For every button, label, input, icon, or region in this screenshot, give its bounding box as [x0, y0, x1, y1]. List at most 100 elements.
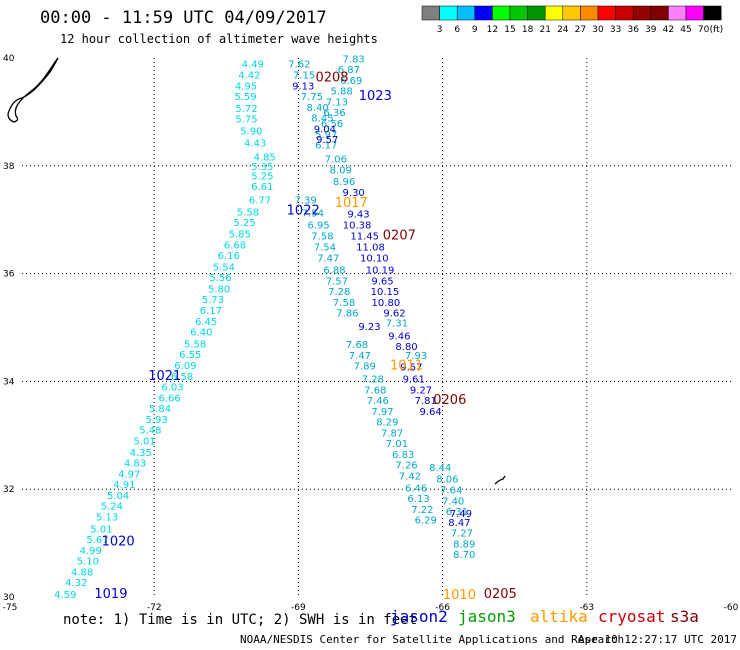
wave-height-label: 5.59	[234, 92, 256, 103]
wave-height-label: 5.56	[209, 273, 231, 284]
wave-height-label: 6.45	[195, 317, 217, 328]
wave-height-label: 8.44	[429, 463, 451, 474]
wave-height-label: 8.47	[448, 518, 470, 529]
color-scale-label: 18	[522, 25, 534, 35]
color-swatch	[527, 5, 546, 21]
color-scale-label: 45	[680, 25, 691, 35]
wave-height-label: 11.08	[356, 242, 385, 253]
wave-height-label: 9.64	[419, 407, 441, 418]
wave-height-label: 10.15	[371, 287, 400, 298]
wave-height-label: 7.49	[450, 509, 472, 520]
latitude-tick-label: 34	[3, 377, 15, 387]
wave-height-label: 4.59	[54, 590, 76, 601]
wave-height-label: 7.86	[336, 309, 358, 320]
wave-height-label: 6.87	[338, 65, 360, 76]
wave-height-label: 9.46	[388, 331, 410, 342]
track-cyan-ascending: 7.627.157.758.408.457.068.098.967.397.54…	[288, 54, 475, 561]
wave-height-label: 5.58	[237, 207, 259, 218]
color-scale-label: 70	[698, 25, 710, 35]
wave-height-label: 7.68	[364, 385, 386, 396]
wave-height-label: 6.56	[321, 119, 343, 130]
wave-height-label: 7.58	[333, 298, 355, 309]
wave-height-label: 4.85	[254, 152, 276, 163]
color-scale-label: 33	[610, 25, 621, 35]
wave-height-label: 4.88	[71, 567, 93, 578]
wave-height-label: 6.16	[218, 251, 240, 262]
color-scale-label: 24	[557, 25, 569, 35]
wave-height-label: 5.67	[86, 535, 108, 546]
track-blue-jason2: 9.139.049.579.309.4310.3811.4511.0810.10…	[292, 81, 472, 529]
wave-height-label: 6.66	[158, 393, 180, 404]
wave-height-label: 6.13	[407, 494, 429, 505]
wave-height-label: 6.46	[405, 483, 427, 494]
wave-height-label: 4.83	[124, 459, 146, 470]
footnote: note: 1) Time is in UTC; 2) SWH is in fe…	[63, 612, 418, 628]
wave-height-label: 7.83	[343, 54, 365, 65]
color-swatch	[509, 5, 528, 21]
wave-height-label: 5.72	[235, 104, 257, 115]
wave-height-label: 6.58	[171, 372, 193, 383]
wave-height-label: 9.04	[314, 124, 336, 135]
wave-height-label: 9.57	[400, 363, 422, 374]
wave-height-label: 5.04	[107, 491, 129, 502]
color-scale-unit: (ft)	[710, 25, 724, 35]
wave-height-label: 4.91	[113, 480, 135, 491]
wave-height-label: 9.65	[371, 276, 393, 287]
wave-height-label: 8.96	[333, 177, 355, 188]
satellite-legend-s3a: s3a	[670, 607, 699, 626]
wave-height-label: 8.45	[311, 114, 333, 125]
wave-height-label: 5.24	[101, 502, 123, 513]
wave-height-label: 7.75	[301, 92, 323, 103]
latitude-tick-label: 32	[3, 485, 14, 495]
longitude-tick-label: -66	[435, 603, 450, 613]
wave-height-label: 4.99	[80, 546, 102, 557]
coastline	[7, 57, 506, 485]
wave-height-label: 5.58	[184, 339, 206, 350]
satellite-legend-jason2: jason2	[390, 607, 448, 626]
wave-height-label: 6.09	[174, 361, 196, 372]
color-scale-label: 15	[504, 25, 515, 35]
wave-height-label: 7.27	[451, 529, 473, 540]
wave-height-label: 11.45	[350, 232, 379, 243]
wave-height-label: 7.42	[399, 471, 421, 482]
pass-number-label: 0206	[433, 393, 466, 408]
wave-height-label: 8.80	[395, 342, 417, 353]
pass-number-label: 1017	[335, 196, 368, 211]
wave-height-label: 7.57	[326, 276, 348, 287]
wave-height-label: 9.43	[347, 210, 369, 221]
color-swatch	[439, 5, 458, 21]
wave-height-label: 6.17	[315, 141, 337, 152]
wave-height-label: 6.61	[251, 182, 273, 193]
wave-height-label: 5.25	[251, 171, 273, 182]
wave-height-label: 9.30	[343, 188, 365, 199]
wave-height-label: 7.81	[415, 396, 437, 407]
wave-height-label: 6.17	[200, 306, 222, 317]
coastline-nantucket	[7, 57, 59, 123]
pass-number-label: 1010	[443, 588, 476, 603]
wave-height-label: 5.75	[235, 115, 257, 126]
wave-height-label: 10.80	[372, 298, 401, 309]
wave-height-label: 7.26	[395, 461, 417, 472]
wave-height-label: 10.19	[366, 266, 395, 277]
wave-height-label: 5.54	[213, 262, 235, 273]
wave-height-label: 7.58	[311, 232, 333, 243]
pass-number-label: 1011	[390, 359, 423, 374]
color-swatch	[668, 5, 687, 21]
wave-height-label: 7.28	[362, 374, 384, 385]
wave-height-label: 4.49	[242, 60, 264, 71]
wave-height-label: 9.13	[292, 81, 314, 92]
color-swatch	[703, 5, 722, 21]
color-swatch	[615, 5, 634, 21]
longitude-tick-label: -63	[579, 603, 594, 613]
wave-height-label: 6.03	[161, 383, 183, 394]
wave-height-label: 7.13	[326, 97, 348, 108]
color-swatch	[421, 5, 440, 21]
wave-height-label: 6.29	[415, 516, 437, 527]
wave-height-label: 9.57	[316, 135, 338, 146]
altimeter-tracks: 4.494.424.955.595.725.755.904.43 4.855.35…	[54, 54, 475, 601]
map-subtitle: 12 hour collection of altimeter wave hei…	[60, 32, 378, 46]
color-scale-label: 21	[539, 25, 550, 35]
wave-height-label: 7.06	[325, 155, 347, 166]
longitude-tick-label: -72	[147, 603, 162, 613]
